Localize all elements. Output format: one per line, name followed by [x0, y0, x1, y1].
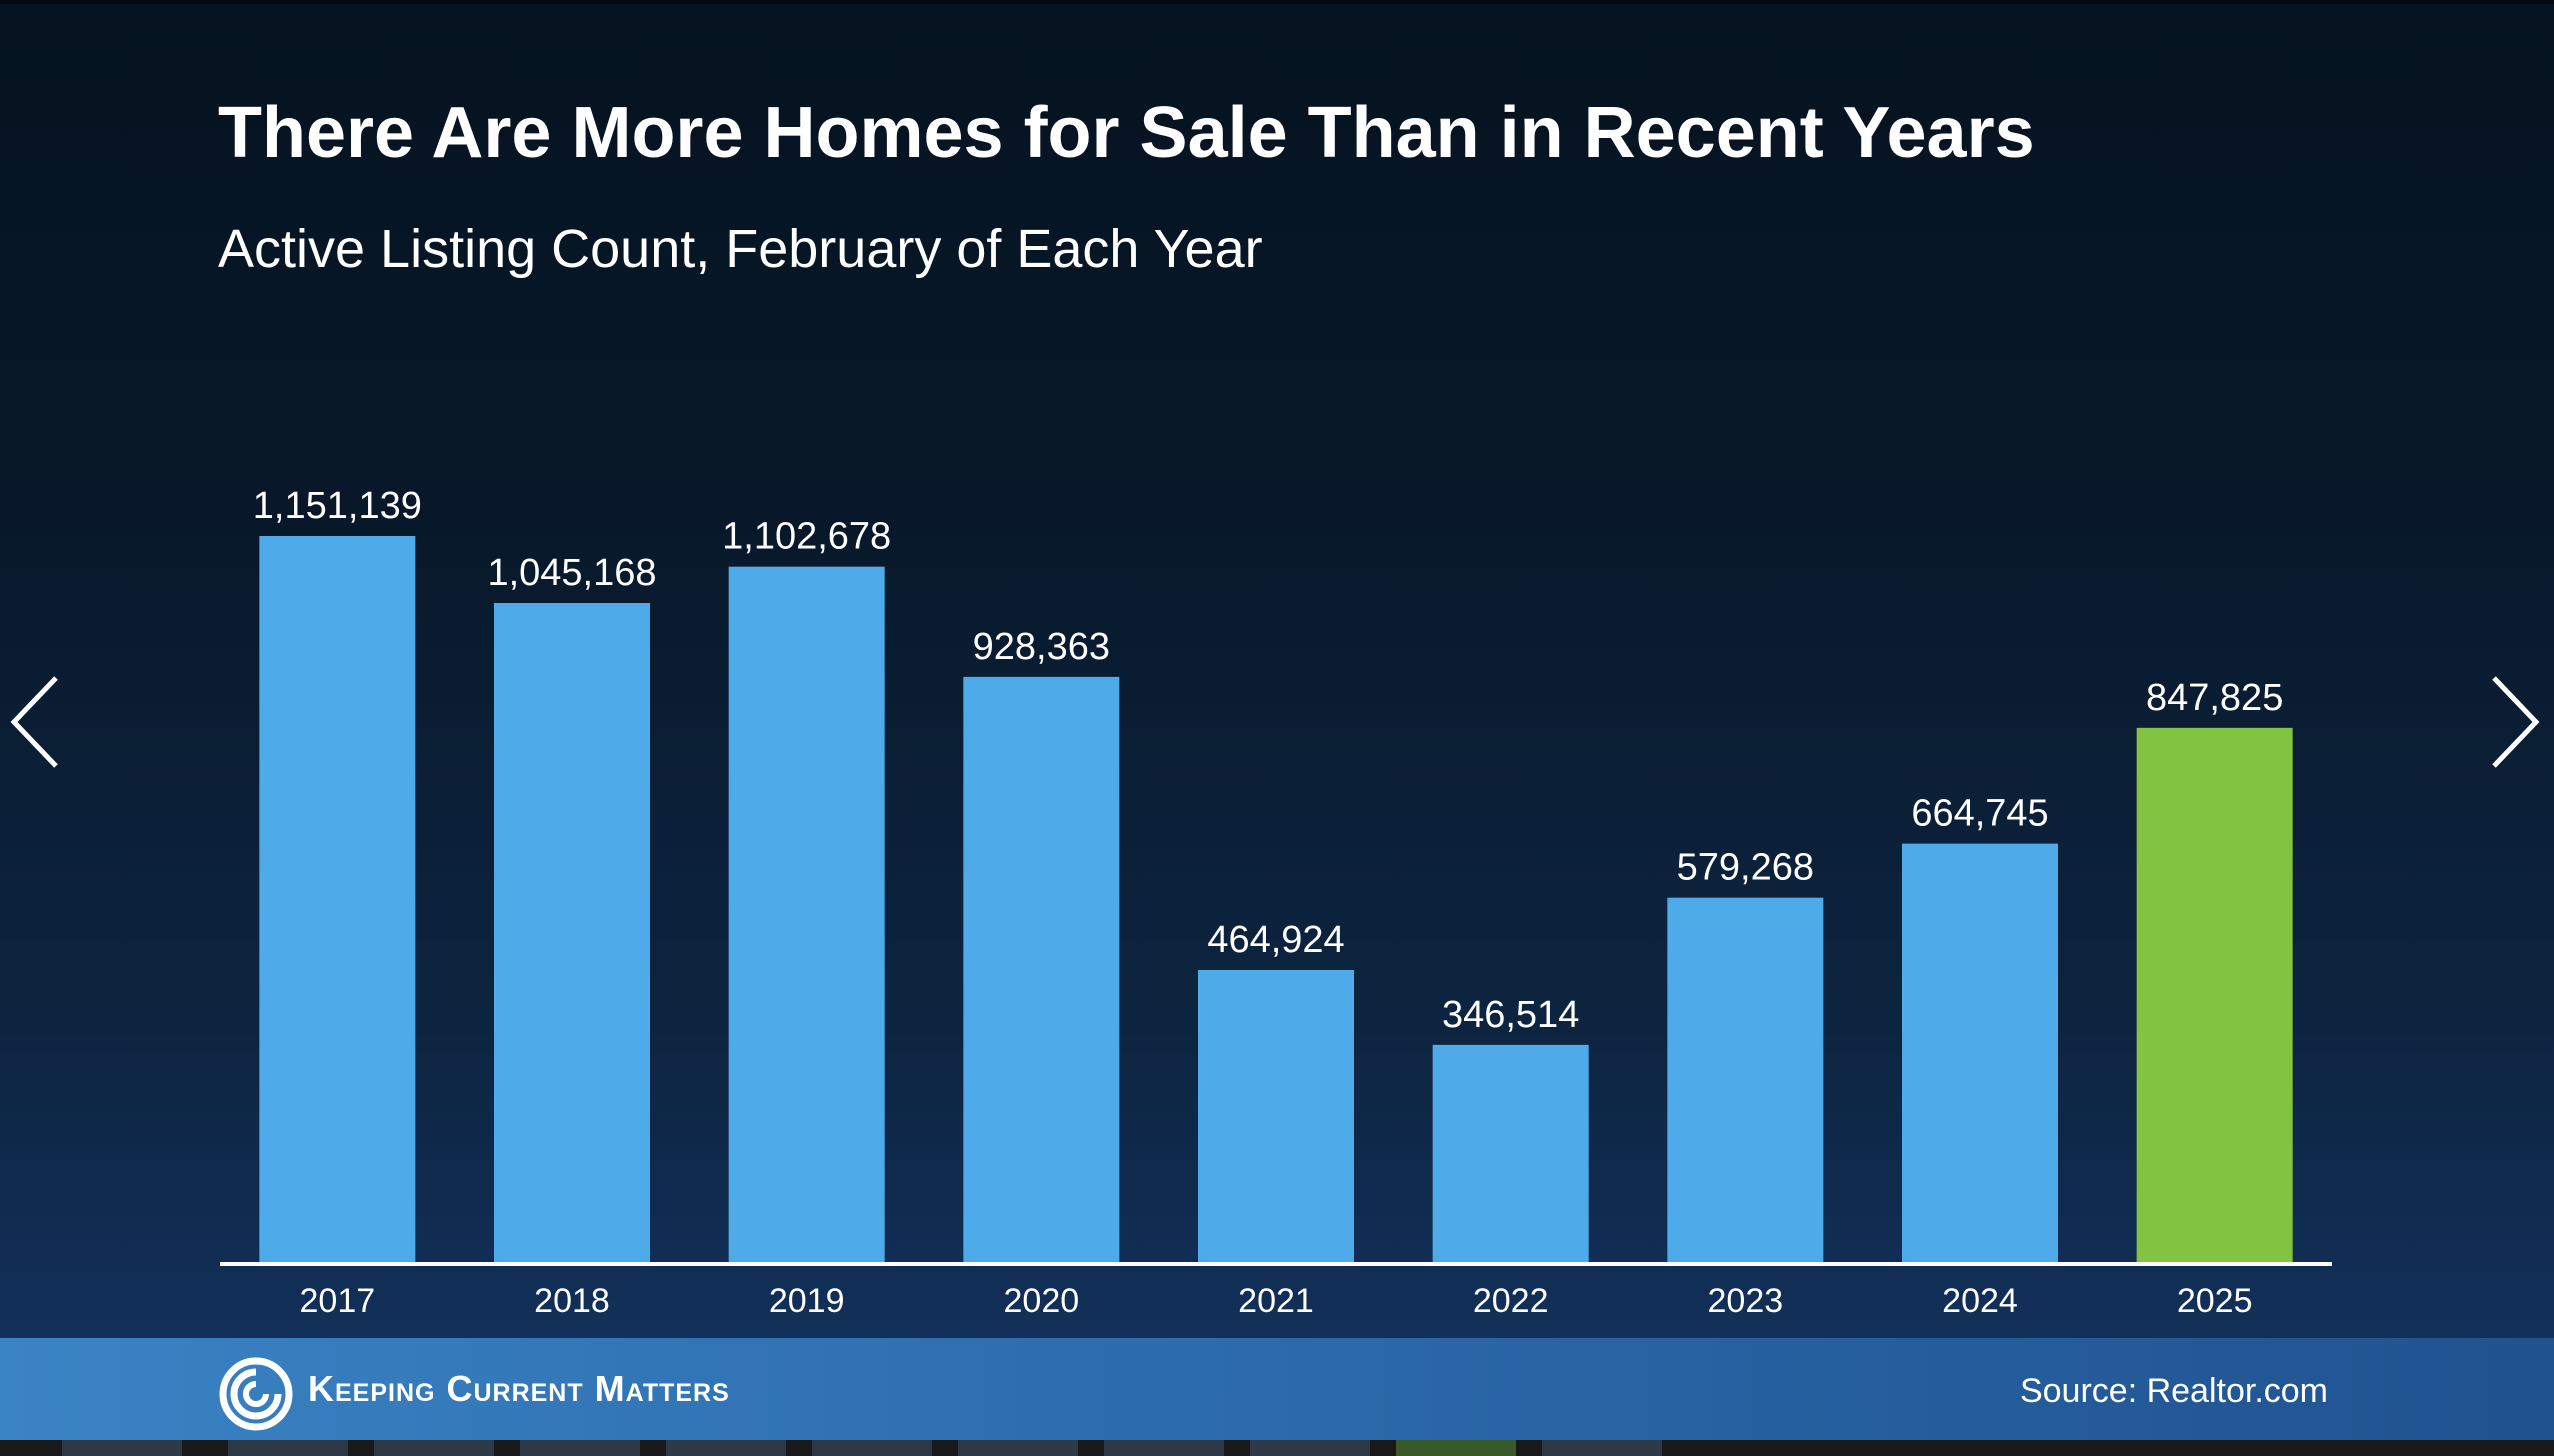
swirl-logo-icon — [218, 1356, 294, 1432]
bar-value-label: 1,151,139 — [253, 485, 422, 527]
footer-bar: Keeping Current Matters Source: Realtor.… — [0, 1338, 2554, 1440]
x-tick-label: 2023 — [1708, 1282, 1784, 1320]
bar — [1198, 969, 1354, 1264]
x-tick-label: 2017 — [300, 1282, 376, 1320]
chevron-left-icon[interactable] — [6, 672, 66, 772]
bar-value-label: 1,045,168 — [487, 552, 656, 594]
bar — [1902, 843, 2058, 1264]
filmstrip-thumb[interactable] — [1104, 1440, 1224, 1456]
bar — [1432, 1044, 1589, 1264]
filmstrip-thumb[interactable] — [374, 1440, 494, 1456]
chevron-right-icon[interactable] — [2484, 672, 2544, 772]
filmstrip — [0, 1440, 2554, 1456]
chart-subtitle: Active Listing Count, February of Each Y… — [218, 219, 1263, 279]
top-edge — [0, 0, 2554, 4]
bar — [728, 566, 885, 1264]
bar-value-label: 579,268 — [1677, 847, 1814, 889]
filmstrip-thumb[interactable] — [812, 1440, 932, 1456]
bar-value-label: 928,363 — [973, 626, 1110, 668]
filmstrip-thumb[interactable] — [228, 1440, 348, 1456]
bar-value-label: 346,514 — [1442, 994, 1579, 1036]
bar-value-label: 464,924 — [1207, 919, 1344, 961]
filmstrip-thumb[interactable] — [1250, 1440, 1370, 1456]
x-tick-label: 2025 — [2177, 1282, 2253, 1320]
filmstrip-thumb[interactable] — [958, 1440, 1078, 1456]
bar-chart: 1,151,139 2017 1,045,168 2018 1,102,678 2019 9… — [220, 485, 2332, 1320]
x-tick-label: 2024 — [1942, 1282, 2018, 1320]
filmstrip-thumb[interactable] — [62, 1440, 182, 1456]
bar — [259, 536, 416, 1264]
bar-value-label: 664,745 — [1911, 793, 2048, 835]
brand-name: Keeping Current Matters — [308, 1368, 730, 1409]
x-tick-label: 2022 — [1473, 1282, 1549, 1320]
bar — [494, 603, 650, 1264]
x-tick-label: 2018 — [534, 1282, 610, 1320]
x-tick-label: 2019 — [769, 1282, 845, 1320]
bar-value-label: 847,825 — [2146, 677, 2283, 719]
chart-title: There Are More Homes for Sale Than in Re… — [218, 93, 2035, 173]
filmstrip-thumb[interactable] — [1396, 1440, 1516, 1456]
source-note: Source: Realtor.com — [2019, 1372, 2328, 1410]
filmstrip-thumb[interactable] — [666, 1440, 786, 1456]
bar — [2136, 727, 2293, 1264]
x-tick-label: 2020 — [1004, 1282, 1080, 1320]
bar — [963, 676, 1120, 1264]
x-tick-label: 2021 — [1238, 1282, 1314, 1320]
filmstrip-thumb[interactable] — [520, 1440, 640, 1456]
bar — [1667, 897, 1824, 1264]
filmstrip-thumb[interactable] — [1542, 1440, 1662, 1456]
bar-value-label: 1,102,678 — [722, 516, 891, 558]
